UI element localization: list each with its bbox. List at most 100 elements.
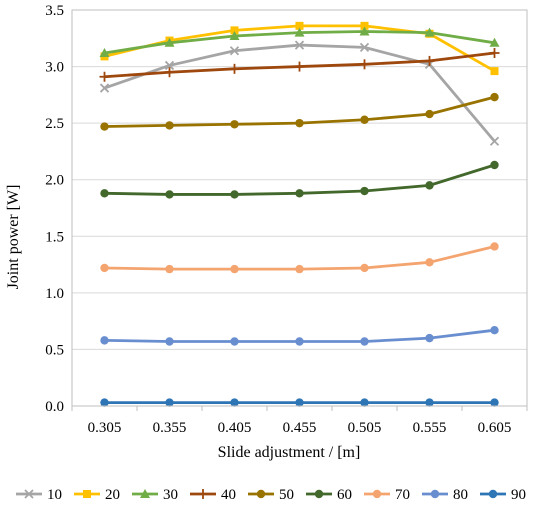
data-point: [360, 186, 369, 196]
y-tick-label: 0.0: [45, 399, 64, 415]
series-50: [100, 92, 499, 131]
data-point: [295, 21, 304, 30]
legend-label: 80: [453, 487, 468, 503]
y-axis-title: Joint power [W]: [5, 185, 22, 290]
data-point: [100, 336, 109, 345]
y-tick-label: 2.0: [45, 173, 64, 189]
data-point: [295, 337, 304, 346]
data-point: [100, 398, 109, 407]
y-tick-label: 1.5: [45, 229, 64, 245]
data-point: [424, 27, 435, 37]
x-tick-label: 0.605: [478, 420, 512, 436]
legend-item-40: 40: [190, 487, 236, 503]
data-point: [424, 55, 435, 66]
legend-item-10: 10: [16, 487, 62, 503]
data-point: [490, 242, 499, 251]
data-point: [294, 61, 305, 72]
data-point: [99, 47, 110, 57]
data-point: [164, 60, 175, 71]
series-group: [99, 21, 500, 407]
legend-label: 40: [221, 487, 236, 503]
data-point: [490, 325, 499, 335]
data-point: [100, 263, 109, 273]
data-point: [295, 118, 304, 128]
data-point: [165, 264, 174, 274]
legend-label: 90: [511, 487, 526, 503]
legend-marker: [372, 489, 382, 499]
legend-marker: [488, 489, 498, 499]
legend-item-70: 70: [364, 487, 410, 503]
y-tick-label: 3.5: [45, 3, 64, 19]
legend-marker: [314, 489, 324, 499]
legend-marker: [24, 489, 34, 499]
data-point: [425, 398, 434, 407]
data-point: [229, 46, 240, 56]
legend-marker: [140, 489, 150, 498]
data-point: [425, 333, 434, 343]
legend: 10 20 30 40 50 60 70 80 90: [16, 487, 526, 503]
legend-item-50: 50: [248, 487, 294, 503]
data-point: [360, 21, 369, 30]
legend-label: 50: [279, 487, 294, 503]
legend-label: 10: [47, 487, 62, 503]
data-point: [229, 31, 240, 41]
data-point: [100, 122, 109, 131]
data-point: [295, 189, 304, 198]
data-point: [99, 71, 110, 82]
legend-marker: [83, 490, 91, 498]
data-point: [165, 398, 174, 407]
y-tick-label: 3.0: [45, 60, 64, 76]
data-point: [489, 136, 500, 146]
data-point: [490, 160, 499, 170]
legend-item-30: 30: [132, 487, 178, 503]
legend-label: 20: [105, 487, 120, 503]
data-point: [359, 26, 370, 36]
data-point: [295, 264, 304, 274]
data-point: [425, 109, 434, 119]
data-point: [489, 47, 500, 58]
data-point: [164, 67, 175, 78]
legend-item-90: 90: [480, 487, 526, 503]
data-point: [229, 63, 240, 74]
legend-item-60: 60: [306, 487, 352, 503]
x-axis-title: Slide adjustment / [m]: [218, 444, 361, 461]
axes: 0.0 0.5 1.0 1.5 2.0 2.5 3.0 3.5 0.305 0.355 0.405 0…: [45, 3, 528, 436]
legend-label: 30: [163, 487, 178, 503]
series-80: [100, 325, 499, 346]
data-point: [165, 190, 174, 199]
plot-border: [71, 9, 528, 407]
data-point: [230, 190, 239, 199]
series-10: [99, 40, 500, 146]
data-point: [359, 59, 370, 70]
y-tick-label: 2.5: [45, 116, 64, 132]
data-point: [164, 37, 175, 47]
data-point: [230, 337, 239, 346]
y-tick-label: 1.0: [45, 286, 64, 302]
data-point: [165, 121, 174, 130]
data-point: [100, 189, 109, 198]
series-40: [99, 47, 500, 82]
legend-item-20: 20: [74, 487, 120, 503]
x-tick-label: 0.355: [153, 420, 187, 436]
legend-marker: [430, 489, 440, 499]
data-point: [359, 42, 370, 52]
data-point: [360, 398, 369, 407]
series-70: [100, 242, 499, 274]
data-point: [230, 264, 239, 274]
legend-label: 60: [337, 487, 352, 503]
data-point: [490, 92, 499, 102]
data-point: [99, 83, 110, 93]
y-tick-label: 0.5: [45, 342, 64, 358]
legend-label: 70: [395, 487, 410, 503]
data-point: [360, 263, 369, 273]
data-point: [230, 398, 239, 407]
x-tick-label: 0.505: [348, 420, 382, 436]
legend-marker: [198, 489, 208, 499]
data-point: [360, 115, 369, 124]
series-60: [100, 160, 499, 199]
legend-item-80: 80: [422, 487, 468, 503]
data-point: [165, 337, 174, 346]
legend-marker: [256, 489, 266, 499]
